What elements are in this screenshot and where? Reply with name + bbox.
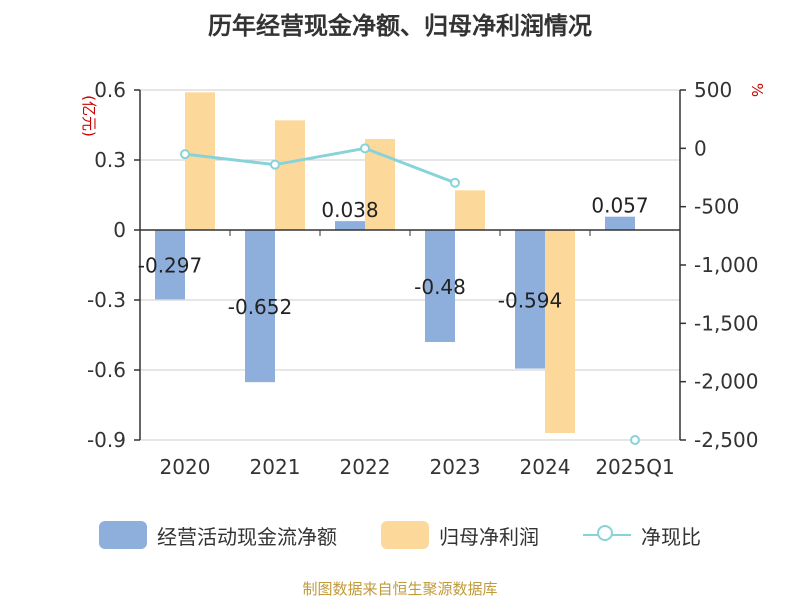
right-axis-unit: % [748,83,766,97]
left-tick-label: -0.3 [87,288,126,312]
cash-ratio-line-segment [184,152,276,167]
cashflow-bar [515,230,545,369]
cashflow-bar [425,230,455,342]
category-label: 2022 [340,455,391,479]
cashflow-bar [335,221,365,230]
cash-ratio-point [180,149,190,160]
right-tick-label: -2,000 [694,370,758,394]
chart-title: 历年经营现金净额、归母净利润情况 [208,12,592,40]
left-tick-label: 0 [113,218,126,242]
right-tick-label: -500 [694,195,739,219]
cashflow-data-label: 0.038 [321,198,378,222]
chart-legend: 经营活动现金流净额 归母净利润 净现比 [0,515,800,555]
net-profit-bar [545,230,575,433]
data-source-note: 制图数据来自恒生聚源数据库 [302,580,498,598]
category-label: 2023 [430,455,481,479]
legend-swatch-net-profit [381,521,429,549]
legend-item-cashflow[interactable]: 经营活动现金流净额 [99,521,337,550]
cashflow-bar [245,230,275,383]
left-tick-label: -0.6 [87,358,126,382]
cash-ratio-point [360,143,370,154]
left-tick-label: 0.6 [94,78,126,102]
cash-ratio-point [270,159,280,170]
net-profit-bar [185,92,215,230]
cash-ratio-line-segment [274,146,366,167]
net-profit-bar [455,190,485,230]
legend-label-net-profit: 归母净利润 [439,524,539,549]
cashflow-data-label: -0.652 [228,295,292,319]
category-label: 2025Q1 [595,455,674,479]
right-tick-label: -1,000 [694,253,758,277]
cash-ratio-line-segment [364,146,456,185]
cash-ratio-point [450,177,460,188]
left-tick-label: -0.9 [87,428,126,452]
cashflow-bar [155,230,185,300]
cashflow-data-label: 0.057 [591,194,648,218]
legend-item-net-profit[interactable]: 归母净利润 [381,521,539,550]
category-label: 2024 [520,455,571,479]
legend-item-cash-ratio[interactable]: 净现比 [583,521,701,550]
cashflow-data-label: -0.48 [414,275,466,299]
legend-swatch-cash-ratio [583,521,631,549]
net-profit-bar [275,120,305,230]
category-label: 2020 [160,455,211,479]
legend-label-cashflow: 经营活动现金流净额 [157,524,337,549]
cash-ratio-point [630,435,640,445]
legend-swatch-cashflow [99,521,147,549]
cashflow-data-label: -0.297 [138,254,202,278]
legend-label-cash-ratio: 净现比 [641,524,701,549]
right-tick-label: -2,500 [694,428,758,452]
right-tick-label: 0 [694,136,707,160]
right-tick-label: 500 [694,78,732,102]
left-tick-label: 0.3 [94,148,126,172]
category-label: 2021 [250,455,301,479]
cashflow-bar [605,216,635,230]
right-tick-label: -1,500 [694,311,758,335]
left-axis-unit: (亿元) [80,95,98,137]
cashflow-data-label: -0.594 [498,288,562,312]
